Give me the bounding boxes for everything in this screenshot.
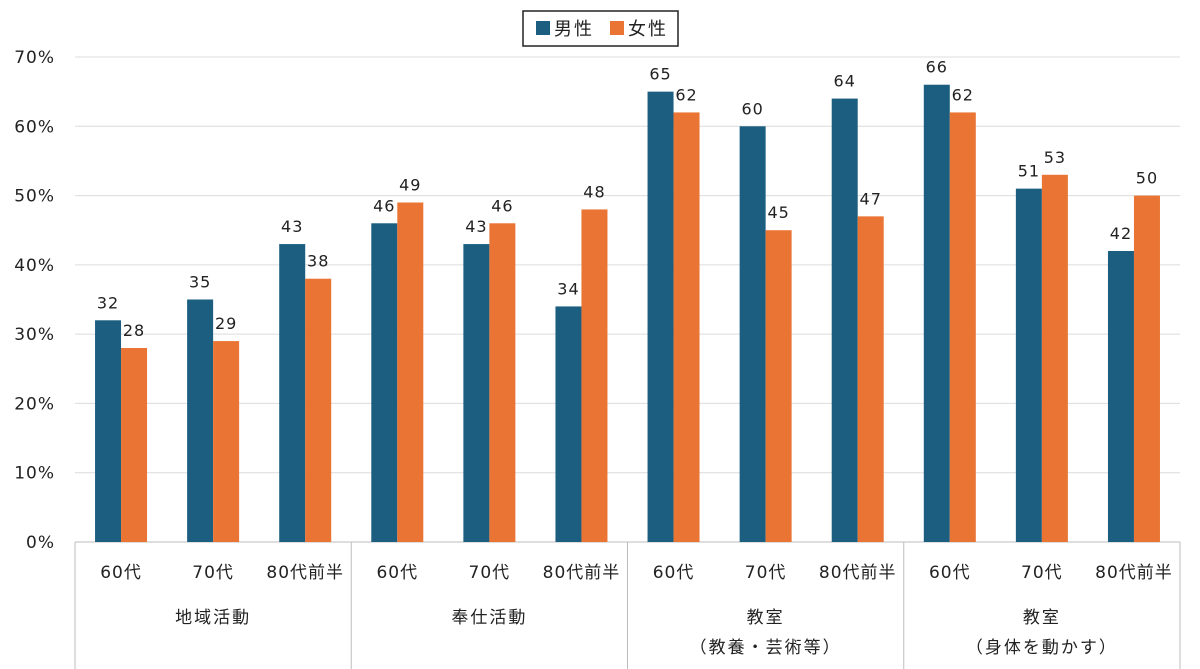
- data-label: 62: [952, 85, 974, 104]
- data-label: 35: [189, 273, 211, 292]
- group-label: （教養・芸術等）: [690, 638, 842, 658]
- bar-female: [857, 216, 884, 542]
- category-label: 60代: [653, 563, 695, 583]
- legend: 男性 女性: [522, 10, 679, 47]
- category-label: 60代: [100, 563, 142, 583]
- category-label: 60代: [376, 563, 418, 583]
- bar-male: [647, 91, 674, 543]
- group-label: 奉仕活動: [451, 608, 527, 628]
- bar-male: [1015, 188, 1042, 542]
- category-label: 80代前半: [1095, 563, 1173, 583]
- bar-female: [305, 278, 332, 542]
- data-label: 46: [491, 196, 513, 215]
- category-label: 70代: [745, 563, 787, 583]
- data-label: 28: [123, 321, 145, 340]
- bar-female: [949, 112, 976, 542]
- category-label: 80代前半: [266, 563, 344, 583]
- data-label: 64: [834, 72, 856, 91]
- bar-female: [1133, 195, 1160, 543]
- bar-female: [489, 223, 516, 543]
- y-tick-label: 20%: [14, 394, 55, 414]
- data-label: 45: [767, 203, 789, 222]
- y-tick-label: 50%: [14, 187, 55, 207]
- legend-label: 男性: [554, 19, 594, 40]
- category-label: 80代前半: [819, 563, 897, 583]
- data-label: 29: [215, 314, 237, 333]
- bar-male: [279, 244, 306, 543]
- bar-male: [463, 244, 490, 543]
- bar-female: [213, 341, 240, 542]
- data-label: 50: [1136, 169, 1158, 188]
- bar-male: [923, 84, 950, 542]
- gridlines: [75, 56, 1180, 543]
- data-label: 53: [1044, 148, 1066, 167]
- data-label: 42: [1110, 224, 1132, 243]
- data-label: 46: [373, 196, 395, 215]
- category-label: 70代: [192, 563, 234, 583]
- data-label: 47: [860, 189, 882, 208]
- bars: [95, 84, 1160, 543]
- category-label: 80代前半: [543, 563, 621, 583]
- group-label: 教室: [1023, 608, 1061, 628]
- data-label: 65: [649, 65, 671, 84]
- bar-male: [187, 299, 214, 542]
- data-label: 38: [307, 252, 329, 271]
- y-tick-label: 70%: [14, 48, 55, 68]
- x-axis: 60代 70代 80代前半 60代 70代 80代前半 60代 70代 80代前半 60代 70代 8…: [74, 542, 1181, 669]
- data-label: 66: [926, 58, 948, 77]
- category-label: 70代: [469, 563, 511, 583]
- data-labels: 3228352943384649434634486562604564476662…: [97, 58, 1158, 340]
- category-label: 70代: [1021, 563, 1063, 583]
- y-tick-label: 0%: [26, 533, 55, 553]
- y-tick-label: 10%: [14, 464, 55, 484]
- bar-female: [1041, 174, 1068, 543]
- data-label: 43: [465, 217, 487, 236]
- data-label: 34: [557, 279, 579, 298]
- data-label: 60: [741, 99, 763, 118]
- bar-male: [95, 320, 122, 542]
- y-tick-label: 40%: [14, 256, 55, 276]
- bar-female: [765, 230, 792, 542]
- bar-male: [1107, 251, 1134, 542]
- bar-female: [581, 209, 608, 542]
- bar-female: [673, 112, 700, 542]
- bar-female: [121, 348, 148, 542]
- y-tick-label: 60%: [14, 117, 55, 137]
- group-label: 地域活動: [175, 608, 251, 628]
- bar-female: [397, 202, 424, 542]
- legend-swatch: [536, 21, 550, 35]
- y-axis-ticks: 0% 10% 20% 30% 40% 50% 60% 70%: [14, 48, 55, 553]
- bar-male: [831, 98, 858, 543]
- category-label: 60代: [929, 563, 971, 583]
- data-label: 43: [281, 217, 303, 236]
- data-label: 32: [97, 293, 119, 312]
- group-label: 教室: [747, 608, 785, 628]
- bar-male: [739, 126, 766, 543]
- data-label: 51: [1018, 162, 1040, 181]
- data-label: 49: [399, 176, 421, 195]
- data-label: 48: [583, 182, 605, 201]
- group-label: （身体を動かす）: [966, 638, 1118, 658]
- bar-male: [555, 306, 582, 542]
- legend-label: 女性: [628, 19, 668, 40]
- data-label: 62: [675, 85, 697, 104]
- legend-swatch: [610, 21, 624, 35]
- y-tick-label: 30%: [14, 325, 55, 345]
- bar-male: [371, 223, 398, 543]
